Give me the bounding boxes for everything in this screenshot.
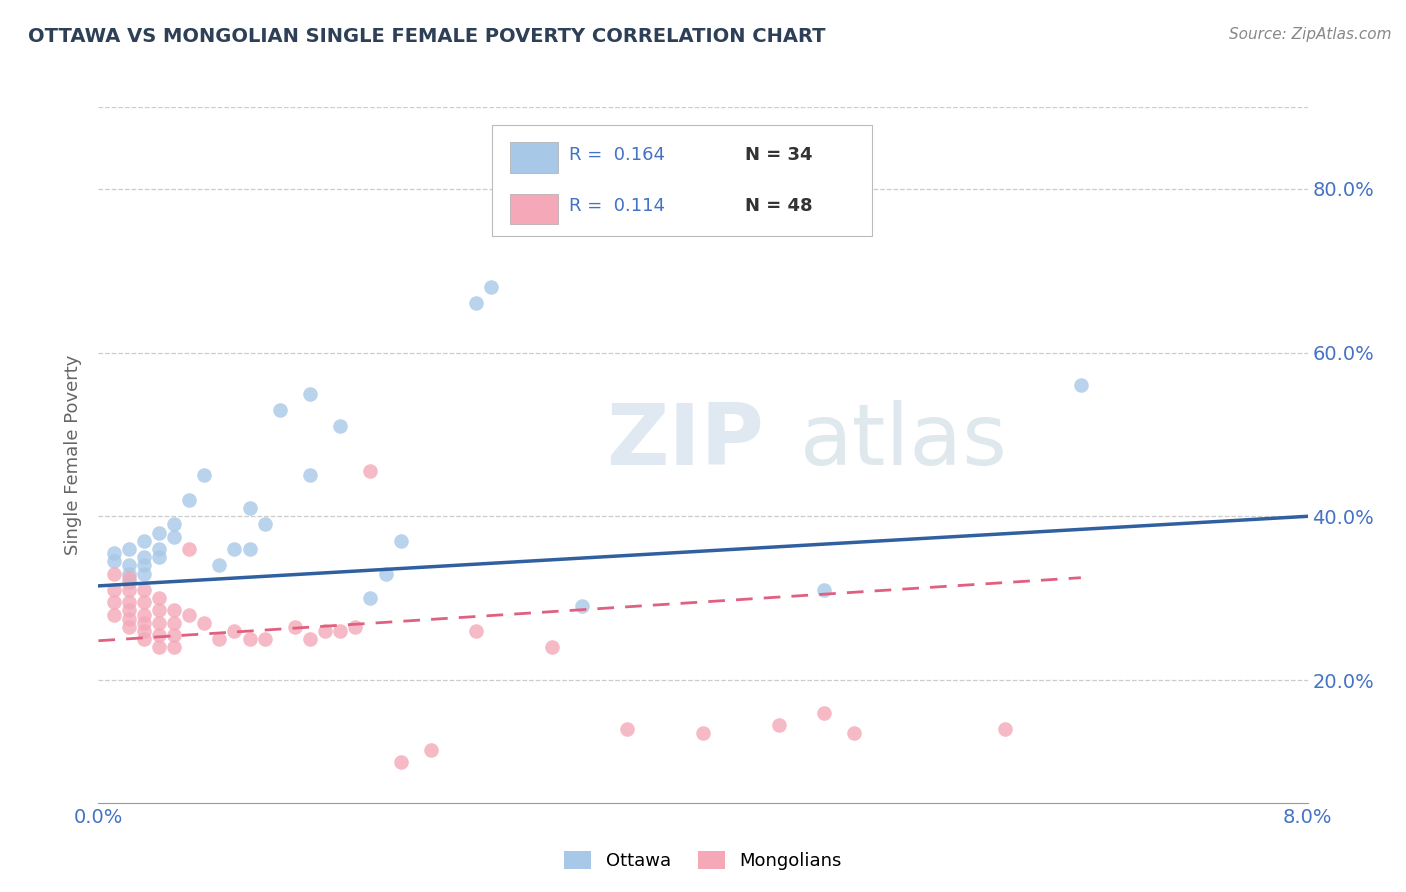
Point [132,550,155,565]
Point [344,620,367,634]
Point [132,632,155,646]
Text: N = 48: N = 48 [745,197,813,215]
Point [163,517,186,532]
Point [571,599,593,614]
Point [239,632,262,646]
Point [103,554,125,568]
Point [389,533,412,548]
Point [103,582,125,597]
Point [118,558,141,573]
Point [179,542,201,557]
Point [118,571,141,585]
Point [253,632,276,646]
Point [163,640,186,655]
Point [163,530,186,544]
Point [103,595,125,609]
Point [541,640,564,655]
Point [844,726,866,740]
Point [299,386,322,401]
Point [148,603,170,617]
Point [163,628,186,642]
Point [148,525,170,540]
Point [132,566,155,581]
Point [118,620,141,634]
Point [132,533,155,548]
Point [360,591,382,606]
Y-axis label: Single Female Poverty: Single Female Poverty [65,355,83,555]
Point [224,542,246,557]
Text: ZIP: ZIP [606,400,763,483]
Point [813,706,835,720]
Point [148,550,170,565]
Point [299,632,322,646]
Point [118,574,141,589]
Text: N = 34: N = 34 [745,146,813,164]
Point [132,595,155,609]
Point [118,566,141,581]
Point [148,615,170,630]
Point [193,468,215,483]
Text: atlas: atlas [800,400,1008,483]
Point [374,566,396,581]
Point [132,607,155,622]
Point [329,624,352,638]
Point [314,624,336,638]
Point [224,624,246,638]
Point [132,624,155,638]
Point [208,558,231,573]
Point [284,620,307,634]
Point [481,280,503,294]
Text: Source: ZipAtlas.com: Source: ZipAtlas.com [1229,27,1392,42]
Point [269,403,291,417]
Point [1070,378,1092,392]
Point [360,464,382,478]
Point [239,501,262,516]
Point [103,546,125,560]
Point [768,718,790,732]
Point [148,542,170,557]
Point [103,566,125,581]
Point [253,517,276,532]
Point [118,542,141,557]
Point [692,726,714,740]
Point [132,615,155,630]
Point [148,628,170,642]
Point [389,755,412,769]
Text: R =  0.114: R = 0.114 [569,197,665,215]
Point [465,624,488,638]
Point [103,607,125,622]
Legend: Ottawa, Mongolians: Ottawa, Mongolians [557,844,849,877]
Point [329,419,352,434]
Point [163,603,186,617]
Point [813,582,835,597]
Point [118,612,141,626]
Point [239,542,262,557]
Point [118,603,141,617]
Point [208,632,231,646]
Point [132,582,155,597]
Point [616,722,638,736]
Point [179,492,201,507]
Point [118,582,141,597]
Text: OTTAWA VS MONGOLIAN SINGLE FEMALE POVERTY CORRELATION CHART: OTTAWA VS MONGOLIAN SINGLE FEMALE POVERT… [28,27,825,45]
Point [193,615,215,630]
Point [148,591,170,606]
Text: R =  0.164: R = 0.164 [569,146,665,164]
Point [299,468,322,483]
Point [465,296,488,310]
Point [132,558,155,573]
Point [994,722,1017,736]
Point [179,607,201,622]
Point [148,640,170,655]
Point [420,742,443,756]
Point [163,615,186,630]
Point [118,595,141,609]
